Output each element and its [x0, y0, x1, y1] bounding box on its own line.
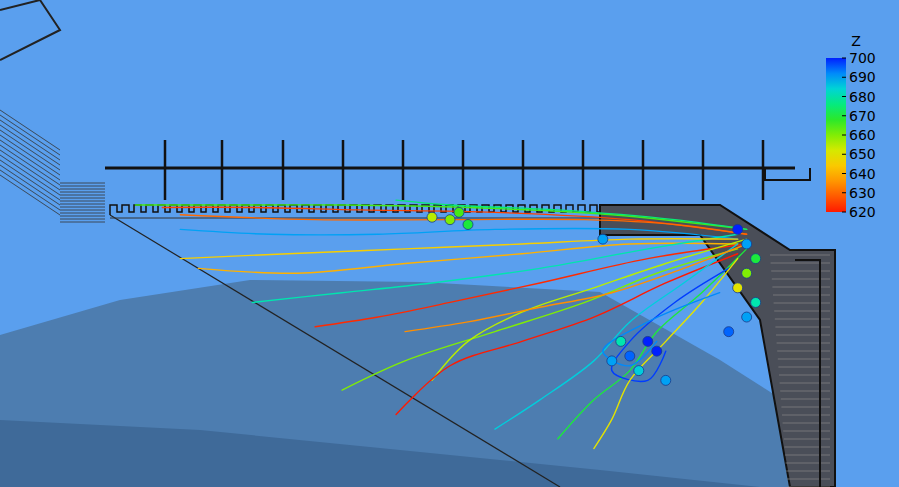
svg-text:700: 700: [849, 50, 876, 66]
svg-text:680: 680: [849, 89, 876, 105]
svg-text:660: 660: [849, 127, 876, 143]
svg-text:Z: Z: [851, 33, 861, 49]
svg-text:670: 670: [849, 108, 876, 124]
svg-text:650: 650: [849, 146, 876, 162]
svg-text:630: 630: [849, 185, 876, 201]
svg-text:620: 620: [849, 204, 876, 220]
svg-text:640: 640: [849, 166, 876, 182]
svg-text:690: 690: [849, 69, 876, 85]
